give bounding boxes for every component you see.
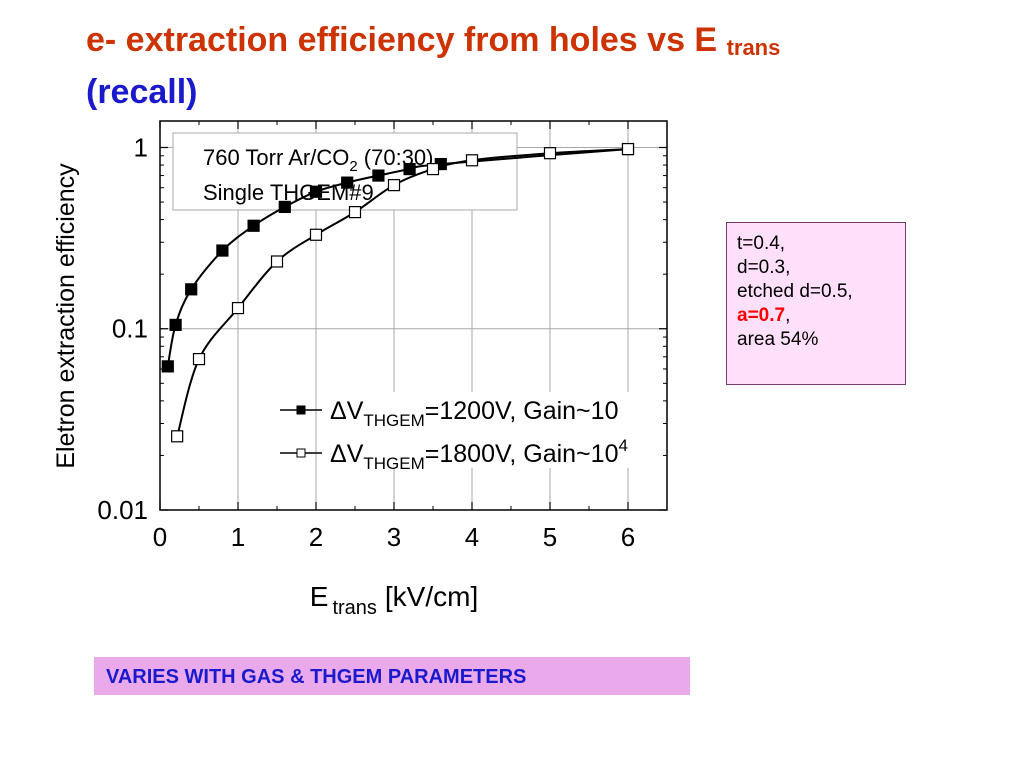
x-axis-label-subscript: trans	[332, 597, 376, 619]
plot-frame	[159, 120, 668, 511]
slide-title: e- extraction efficiency from holes vs E…	[86, 18, 986, 114]
y-tick-label: 0.01	[97, 495, 148, 525]
note-banner: VARIES WITH GAS & THGEM PARAMETERS	[94, 657, 690, 695]
parameter-box: t=0.4, d=0.3, etched d=0.5, a=0.7, area …	[726, 222, 906, 385]
param-highlight-suffix: ,	[785, 305, 791, 326]
x-tick-label: 4	[465, 522, 479, 552]
title-main: e- extraction efficiency from holes vs E	[86, 21, 718, 59]
y-tick-label: 1	[134, 132, 148, 162]
legend-box	[322, 392, 642, 468]
x-tick-label: 5	[543, 522, 557, 552]
data-point-series-2	[309, 228, 323, 241]
legend-superscript: 4	[618, 436, 627, 455]
data-point-series-1	[185, 283, 198, 296]
data-point-series-1	[161, 360, 174, 373]
data-point-series-1	[309, 185, 323, 198]
info-gas: 760 Torr Ar/CO	[203, 145, 349, 170]
x-tick-label: 2	[309, 522, 323, 552]
x-tick-label: 1	[231, 522, 245, 552]
param-line: area 54%	[737, 329, 819, 350]
data-point-series-1	[341, 176, 354, 189]
data-point-series-2	[171, 430, 184, 443]
param-highlight: a=0.7	[737, 305, 786, 326]
data-point-series-1	[278, 200, 291, 214]
x-axis-label-unit: [kV/cm]	[385, 581, 478, 612]
title-subscript: trans	[726, 35, 781, 60]
data-point-series-1	[169, 318, 182, 332]
data-point-series-2	[387, 179, 401, 192]
data-point-series-2	[270, 255, 284, 268]
data-point-series-1	[216, 244, 229, 257]
info-gas-subscript: 2	[349, 158, 357, 175]
legend-delta-v: ΔV	[330, 397, 364, 425]
data-point-series-1	[403, 162, 416, 176]
y-tick-label: 0.1	[112, 314, 148, 344]
data-point-series-2	[426, 162, 440, 176]
legend-marker-2	[296, 448, 306, 458]
data-point-series-2	[465, 154, 479, 167]
x-tick-label: 3	[387, 522, 401, 552]
legend-entry-2: ΔVTHGEM=1800V, Gain~104	[330, 436, 628, 473]
data-point-series-2	[231, 301, 245, 315]
param-line: t=0.4,	[737, 233, 786, 254]
legend-values: =1800V, Gain~10	[425, 440, 619, 468]
param-line-highlight-row: a=0.7,	[737, 304, 905, 328]
legend-subscript: THGEM	[363, 411, 424, 430]
param-line: etched d=0.5,	[737, 281, 853, 302]
y-axis-label: Eletron extraction efficiency	[52, 163, 80, 469]
legend-marker-1	[296, 405, 306, 415]
title-line2: (recall)	[86, 73, 198, 111]
legend-subscript: THGEM	[363, 454, 424, 473]
x-tick-label: 6	[621, 522, 635, 552]
legend-entry-1: ΔVTHGEM=1200V, Gain~10	[330, 397, 618, 430]
data-point-series-2	[621, 142, 635, 156]
data-point-series-2	[192, 353, 206, 366]
x-tick-label: 0	[153, 522, 167, 552]
x-axis-label-main: E	[310, 581, 329, 612]
data-point-series-2	[348, 206, 362, 219]
info-box	[172, 132, 518, 211]
data-point-series-1	[372, 169, 385, 182]
data-point-series-1	[247, 219, 260, 232]
param-line: d=0.3,	[737, 257, 791, 278]
legend-values: =1200V, Gain~10	[425, 397, 619, 425]
data-point-series-2	[543, 147, 557, 160]
legend-delta-v: ΔV	[330, 440, 364, 468]
